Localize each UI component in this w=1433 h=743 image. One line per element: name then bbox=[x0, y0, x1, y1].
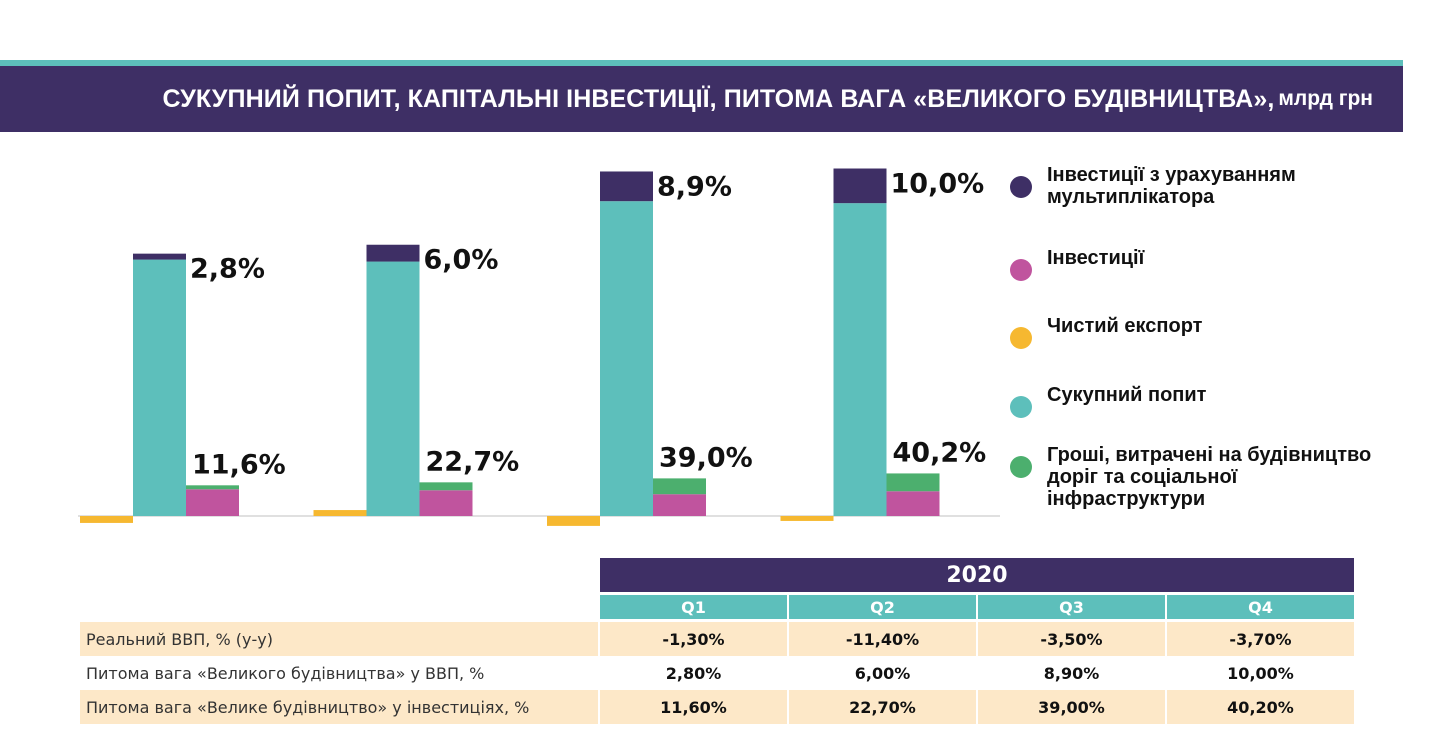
legend-label: Інвестиції bbox=[1047, 247, 1145, 269]
table-cell: 10,00% bbox=[1167, 656, 1354, 690]
table-cell: 2,80% bbox=[600, 656, 787, 690]
legend-item-net-export: Чистий експорт bbox=[1010, 315, 1387, 349]
legend-dot-investments-icon bbox=[1010, 259, 1032, 281]
table-cell: 22,70% bbox=[789, 690, 976, 724]
legend-dot-aggregate-demand-icon bbox=[1010, 396, 1032, 418]
table-row-label: Питома вага «Велике будівництво» у інвес… bbox=[80, 690, 598, 724]
bar-top-label: 8,9% bbox=[657, 171, 732, 202]
chart-header: СУКУПНИЙ ПОПИТ, КАПІТАЛЬНІ ІНВЕСТИЦІЇ, П… bbox=[0, 66, 1403, 132]
bar-top-label: 6,0% bbox=[424, 245, 499, 276]
legend-label: Інвестиції з урахуванням мультиплікатора bbox=[1047, 164, 1296, 208]
table-cell: -3,50% bbox=[978, 622, 1165, 656]
legend-label: Гроші, витрачені на будівництво доріг та… bbox=[1047, 444, 1372, 510]
legend-label: Чистий експорт bbox=[1047, 315, 1203, 337]
bar-construction bbox=[653, 478, 706, 495]
legend-label: Сукупний попит bbox=[1047, 384, 1207, 406]
bar-construction bbox=[886, 473, 940, 492]
table-row: Питома вага «Велике будівництво» у інвес… bbox=[80, 690, 1354, 724]
bar-top-label: 10,0% bbox=[891, 169, 985, 200]
bar-net-export bbox=[780, 516, 834, 521]
bar-investments bbox=[186, 489, 239, 516]
legend-dot-construction-icon bbox=[1010, 456, 1032, 478]
legend-item-investments: Інвестиції bbox=[1010, 247, 1387, 281]
table-quarter-header: Q3 bbox=[978, 595, 1165, 619]
chart-unit: млрд грн bbox=[1278, 87, 1373, 110]
bar-multiplier bbox=[366, 244, 420, 262]
table-cell: 11,60% bbox=[600, 690, 787, 724]
table-cell: 39,00% bbox=[978, 690, 1165, 724]
table-cell: -11,40% bbox=[789, 622, 976, 656]
table-quarter-header: Q2 bbox=[789, 595, 976, 619]
bar-bottom-label: 39,0% bbox=[659, 442, 753, 473]
bar-investments bbox=[653, 494, 706, 516]
table-row-label: Реальний ВВП, % (у-у) bbox=[80, 622, 598, 656]
bar-multiplier bbox=[133, 253, 186, 260]
bar-aggregate-demand bbox=[133, 259, 186, 516]
table-corner bbox=[80, 595, 598, 619]
bar-bottom-label: 22,7% bbox=[426, 446, 520, 477]
bar-investments bbox=[419, 490, 473, 516]
legend-item-construction: Гроші, витрачені на будівництво доріг та… bbox=[1010, 444, 1387, 510]
table-year-header: 2020 bbox=[600, 558, 1354, 592]
bar-chart: 2,8% 11,6% 6,0% 22,7% 8,9% 39,0% 10,0% 40,2% bbox=[78, 168, 1000, 526]
bar-multiplier bbox=[833, 168, 887, 204]
bar-construction bbox=[186, 485, 239, 490]
data-table: 2020 Q1 Q2 Q3 Q4 Реальний ВВП, % (у-у) -… bbox=[78, 558, 1356, 724]
legend-item-aggregate-demand: Сукупний попит bbox=[1010, 384, 1387, 418]
bar-aggregate-demand bbox=[366, 261, 420, 516]
table-quarter-header: Q1 bbox=[600, 595, 787, 619]
bar-aggregate-demand bbox=[600, 201, 653, 516]
table-cell: 6,00% bbox=[789, 656, 976, 690]
table-cell: -1,30% bbox=[600, 622, 787, 656]
header-accent-line bbox=[0, 60, 1403, 66]
table-row: Питома вага «Великого будівництва» у ВВП… bbox=[80, 656, 1354, 690]
bar-construction bbox=[419, 482, 473, 491]
table-cell: 40,20% bbox=[1167, 690, 1354, 724]
bar-net-export bbox=[313, 510, 367, 516]
table-cell: -3,70% bbox=[1167, 622, 1354, 656]
legend-dot-multiplier-icon bbox=[1010, 176, 1032, 198]
bar-aggregate-demand bbox=[833, 203, 887, 516]
table-row-label: Питома вага «Великого будівництва» у ВВП… bbox=[80, 656, 598, 690]
table-row: Реальний ВВП, % (у-у) -1,30% -11,40% -3,… bbox=[80, 622, 1354, 656]
table-corner bbox=[80, 558, 598, 592]
bar-net-export bbox=[80, 516, 133, 523]
bar-multiplier bbox=[600, 171, 653, 202]
bar-net-export bbox=[547, 516, 600, 526]
bar-top-label: 2,8% bbox=[190, 254, 265, 285]
table-cell: 8,90% bbox=[978, 656, 1165, 690]
bar-investments bbox=[886, 491, 940, 516]
legend-dot-net-export-icon bbox=[1010, 327, 1032, 349]
legend-item-multiplier: Інвестиції з урахуванням мультиплікатора bbox=[1010, 164, 1387, 208]
chart-title: СУКУПНИЙ ПОПИТ, КАПІТАЛЬНІ ІНВЕСТИЦІЇ, П… bbox=[162, 84, 1275, 113]
bar-bottom-label: 11,6% bbox=[192, 449, 286, 480]
bar-bottom-label: 40,2% bbox=[893, 437, 987, 468]
table-quarter-header: Q4 bbox=[1167, 595, 1354, 619]
